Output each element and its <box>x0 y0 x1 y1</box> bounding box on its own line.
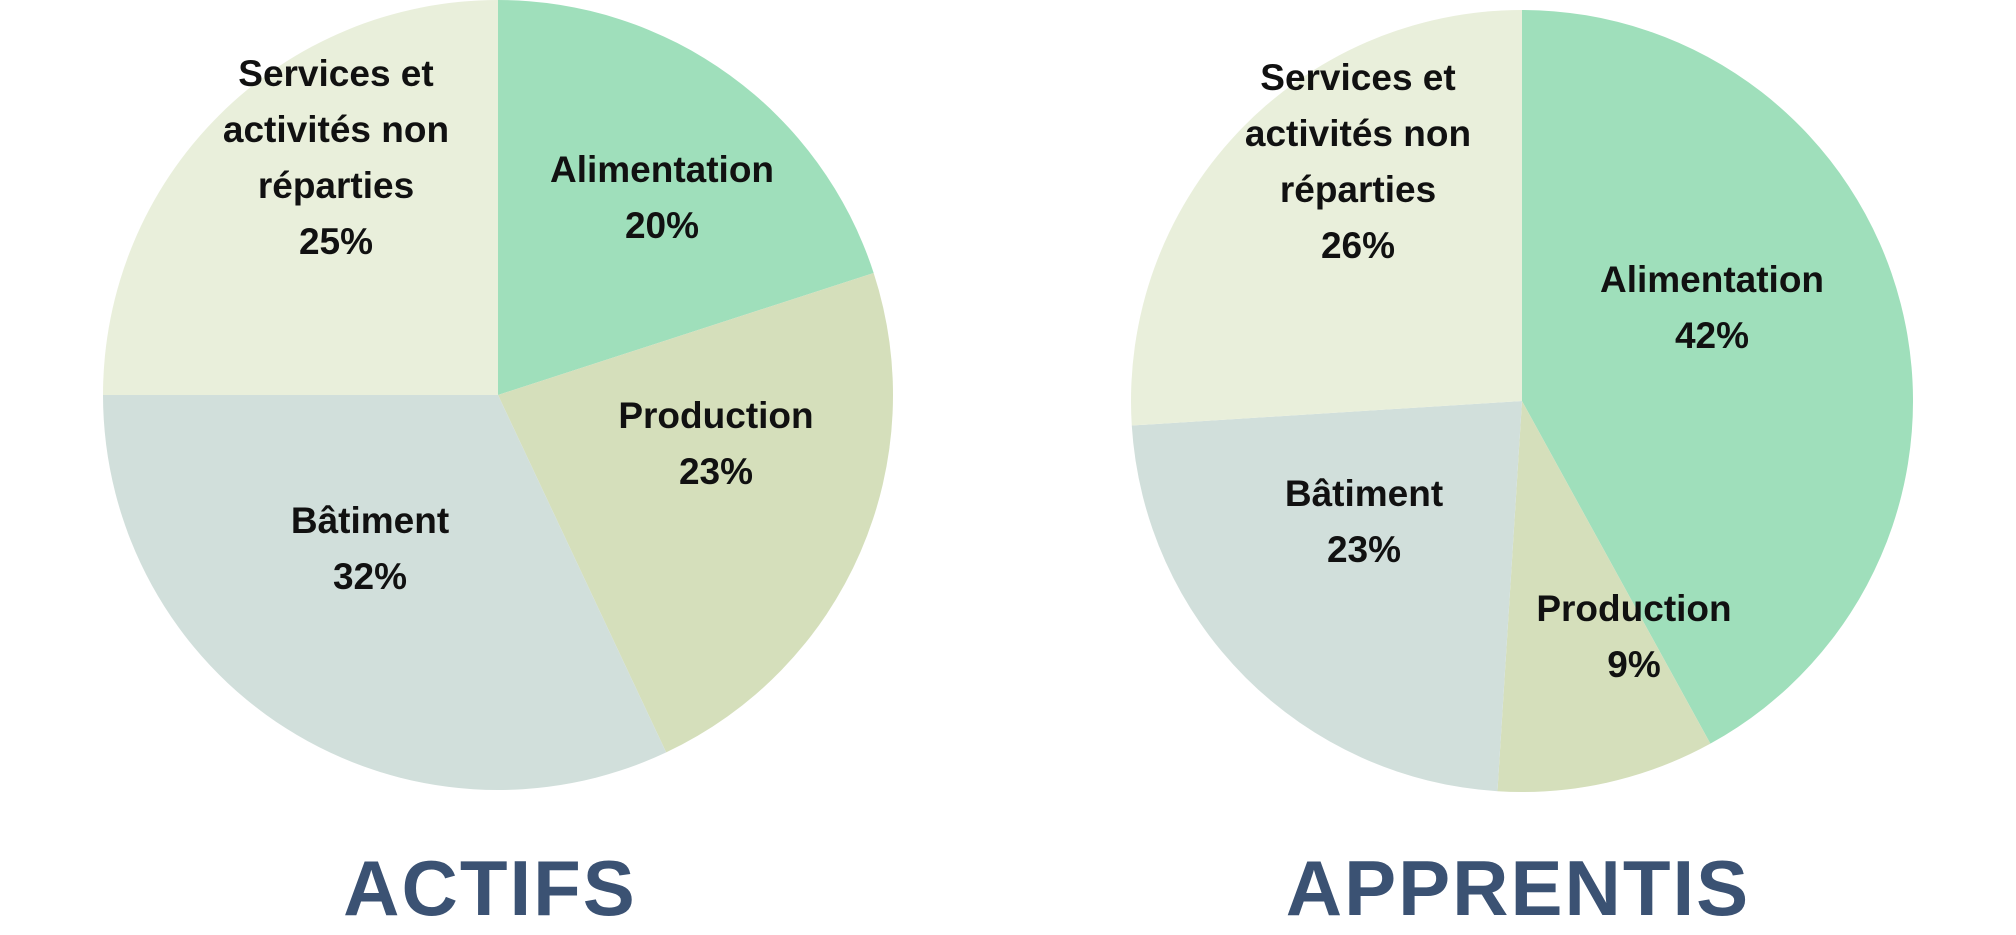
slice-label-services-et-activites-non-reparties: Services et activités non réparties 25% <box>223 53 449 262</box>
slice-label-alimentation: Alimentation 20% <box>550 149 774 246</box>
pie-chart-apprentis: Alimentation 42% Production 9% Bâtiment 23% Se… <box>1130 9 1914 793</box>
pie-slice-services-et-activites-non-reparties <box>103 0 498 395</box>
slice-label-alimentation: Alimentation 42% <box>1600 259 1824 356</box>
slice-label-batiment: Bâtiment 23% <box>1285 473 1443 570</box>
slice-category-label: Production <box>1536 588 1731 629</box>
slice-value-label: 23% <box>1327 529 1401 570</box>
pie-slice-alimentation <box>498 0 874 395</box>
slice-value-label: 26% <box>1321 225 1395 266</box>
pie-slice-batiment <box>1131 401 1522 792</box>
pie-slice-batiment <box>103 395 667 791</box>
slice-label-production: Production 23% <box>618 395 813 492</box>
slice-category-label: activités non <box>1245 113 1471 154</box>
slice-label-batiment: Bâtiment 32% <box>291 500 449 597</box>
slice-category-label: réparties <box>1280 169 1436 210</box>
chart-title-apprentis: APPRENTIS <box>1286 844 1750 932</box>
pie-slice-production <box>1497 401 1711 793</box>
slice-label-services-et-activites-non-reparties: Services et activités non réparties 26% <box>1245 57 1471 266</box>
slice-category-label: réparties <box>258 165 414 206</box>
slice-value-label: 25% <box>299 221 373 262</box>
slice-category-label: Bâtiment <box>1285 473 1443 514</box>
slice-category-label: Services et <box>1260 57 1455 98</box>
slice-category-label: Alimentation <box>550 149 774 190</box>
slice-category-label: Production <box>618 395 813 436</box>
pie-slice-services-et-activites-non-reparties <box>1130 10 1522 426</box>
slice-category-label: Alimentation <box>1600 259 1824 300</box>
pie-slice-alimentation <box>1522 9 1914 744</box>
pie-slice-production <box>498 272 894 753</box>
slice-value-label: 32% <box>333 556 407 597</box>
slice-category-label: activités non <box>223 109 449 150</box>
slice-label-production: Production 9% <box>1536 588 1731 685</box>
slice-category-label: Bâtiment <box>291 500 449 541</box>
slice-value-label: 23% <box>679 451 753 492</box>
slice-category-label: Services et <box>238 53 433 94</box>
chart-title-actifs: ACTIFS <box>343 844 637 932</box>
slice-value-label: 20% <box>625 205 699 246</box>
slice-value-label: 9% <box>1607 644 1660 685</box>
slice-value-label: 42% <box>1675 315 1749 356</box>
pie-chart-actifs: Alimentation 20% Production 23% Bâtiment 32% S… <box>103 0 894 791</box>
